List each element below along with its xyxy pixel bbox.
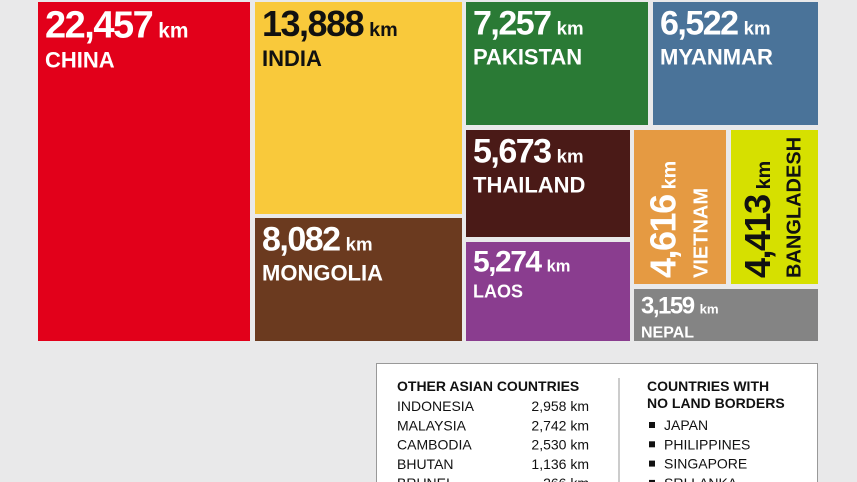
section-title: OTHER ASIAN COUNTRIES xyxy=(397,378,579,394)
tile xyxy=(38,2,250,341)
value-label: 4,616 xyxy=(642,195,683,278)
value-label: 4,413 xyxy=(737,195,778,278)
bullet xyxy=(649,441,655,448)
tile xyxy=(255,2,462,214)
bullet xyxy=(649,422,655,428)
border-length: 2,742 km xyxy=(531,417,589,433)
unit-label: km xyxy=(557,146,584,167)
unit-label: km xyxy=(158,20,188,43)
tile-name: PAKISTAN xyxy=(473,45,582,70)
country-name: BRUNEI xyxy=(397,475,450,482)
value-label: 3,159 xyxy=(641,293,695,320)
tile xyxy=(653,2,818,125)
tile-label: 4,616 km VIETNAM xyxy=(642,161,712,278)
tile-value: 5,673 km xyxy=(473,133,584,171)
tile-name: INDIA xyxy=(262,46,322,71)
tile-value: 6,522 km xyxy=(660,5,771,43)
section-title: COUNTRIES WITH xyxy=(647,378,769,394)
unit-label: km xyxy=(346,234,373,255)
legend-box xyxy=(376,363,818,482)
country-name: MALAYSIA xyxy=(397,417,467,433)
country-name: PHILIPPINES xyxy=(664,436,750,452)
value-label: 5,673 xyxy=(473,133,551,171)
value-label: 13,888 xyxy=(262,3,364,44)
country-name: SINGAPORE xyxy=(664,456,747,472)
tile-value: 22,457 km xyxy=(45,5,188,47)
tile-name: BANGLADESH xyxy=(784,137,806,278)
value-label: 6,522 xyxy=(660,5,738,43)
tile-name: NEPAL xyxy=(641,325,694,342)
unit-label: km xyxy=(369,19,398,41)
tile-name: THAILAND xyxy=(473,173,585,198)
unit-label: km xyxy=(744,18,771,39)
tile xyxy=(634,130,726,284)
unit-label: km xyxy=(547,257,571,275)
border-length: 1,136 km xyxy=(531,456,589,472)
tile-value: 3,159 km xyxy=(641,293,719,320)
tile-value: 4,413 km xyxy=(737,161,778,278)
tile-value: 13,888 km xyxy=(262,3,398,44)
tile-name: CHINA xyxy=(45,48,115,73)
unit-label: km xyxy=(557,18,584,39)
border-length: 2,530 km xyxy=(531,437,589,453)
tile-name: MYANMAR xyxy=(660,45,773,70)
border-length: 2,958 km xyxy=(531,398,589,414)
value-label: 5,274 xyxy=(473,245,542,278)
country-name: SRI LANKA xyxy=(664,475,738,482)
country-name: JAPAN xyxy=(664,417,708,433)
bullet xyxy=(649,460,655,467)
border-length: 266 km xyxy=(543,475,589,482)
country-name: CAMBODIA xyxy=(397,437,472,453)
tile-value: 7,257 km xyxy=(473,5,584,43)
value-label: 22,457 xyxy=(45,5,153,47)
value-label: 7,257 xyxy=(473,5,551,43)
value-label: 8,082 xyxy=(262,221,340,259)
unit-label: km xyxy=(753,161,775,190)
unit-label: km xyxy=(700,302,719,317)
country-name: BHUTAN xyxy=(397,456,454,472)
bullet xyxy=(649,479,655,482)
unit-label: km xyxy=(658,161,680,190)
tile xyxy=(466,130,630,237)
tile-value: 8,082 km xyxy=(262,221,373,259)
tile-value: 5,274 km xyxy=(473,245,570,278)
tile xyxy=(466,2,648,125)
tile-name: LAOS xyxy=(473,281,523,301)
tile-name: VIETNAM xyxy=(691,188,713,278)
tile-name: MONGOLIA xyxy=(262,261,383,286)
tile-label: 4,413 km BANGLADESH xyxy=(737,137,805,278)
tile xyxy=(731,130,818,284)
section-title: NO LAND BORDERS xyxy=(647,395,785,411)
tile xyxy=(466,242,630,341)
tile-value: 4,616 km xyxy=(642,161,683,278)
tile xyxy=(255,218,462,341)
tile xyxy=(634,289,818,341)
country-name: INDONESIA xyxy=(397,398,475,414)
